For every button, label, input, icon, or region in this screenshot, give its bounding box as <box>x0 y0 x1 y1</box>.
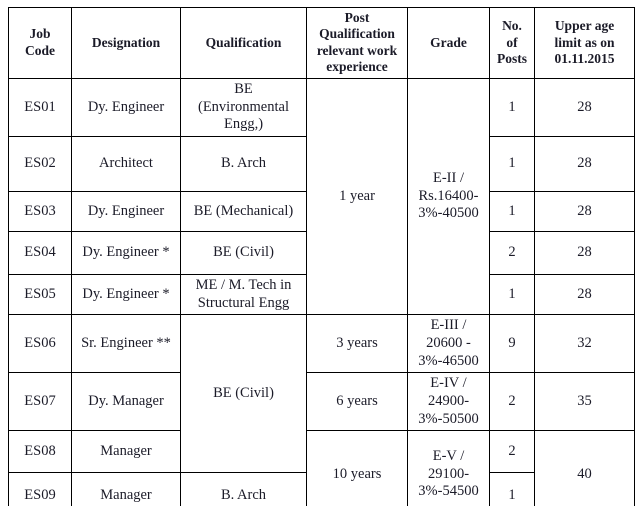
cell-es07-grade: E-IV / 24900- 3%-50500 <box>407 372 490 432</box>
cell-es07-code: ES07 <box>8 372 72 432</box>
cell-es08-es09-experience: 10 years <box>306 430 408 506</box>
cell-es01-es05-experience: 1 year <box>306 77 408 316</box>
cell-es06-posts: 9 <box>489 314 535 374</box>
cell-es01-designation: Dy. Engineer <box>71 77 181 137</box>
cell-es04-code: ES04 <box>8 230 72 275</box>
header-grade: Grade <box>407 7 490 79</box>
cell-es08-code: ES08 <box>8 430 72 474</box>
cell-es08-es09-age: 40 <box>534 430 635 506</box>
header-age-limit: Upper age limit as on 01.11.2015 <box>534 7 635 79</box>
recruitment-vacancies-table: Job Code Designation Qualification Post … <box>8 7 635 506</box>
cell-es03-qualification: BE (Mechanical) <box>180 190 307 232</box>
cell-es03-posts: 1 <box>489 190 535 232</box>
cell-es06-code: ES06 <box>8 314 72 374</box>
header-job-code: Job Code <box>8 7 72 79</box>
header-experience: Post Qualification relevant work experie… <box>306 7 408 79</box>
cell-es03-age: 28 <box>534 190 635 232</box>
cell-es06-grade: E-III / 20600 - 3%-46500 <box>407 314 490 374</box>
table-row: ES08 Manager 10 years E-V / 29100- 3%-54… <box>8 430 635 506</box>
cell-es05-age: 28 <box>534 273 635 316</box>
table-row: ES09 Manager B. Arch 1 <box>8 472 635 506</box>
cell-es09-code: ES09 <box>8 472 72 506</box>
cell-es09-qualification: B. Arch <box>180 472 307 506</box>
table-row: ES02 Architect B. Arch 1 28 <box>8 135 635 192</box>
header-posts: No. of Posts <box>489 7 535 79</box>
cell-es02-designation: Architect <box>71 135 181 192</box>
cell-es07-age: 35 <box>534 372 635 432</box>
cell-es01-qualification: BE (Environmental Engg,) <box>180 77 307 137</box>
cell-es02-qualification: B. Arch <box>180 135 307 192</box>
header-row: Job Code Designation Qualification Post … <box>8 7 635 79</box>
cell-es08-posts: 2 <box>489 430 535 474</box>
cell-es09-designation: Manager <box>71 472 181 506</box>
cell-es04-posts: 2 <box>489 230 535 275</box>
cell-es01-posts: 1 <box>489 77 535 137</box>
cell-es07-posts: 2 <box>489 372 535 432</box>
cell-es06-designation: Sr. Engineer ** <box>71 314 181 374</box>
cell-es01-es05-grade: E-II / Rs.16400- 3%-40500 <box>407 77 490 316</box>
table-row: ES06 Sr. Engineer ** BE (Civil) 3 years … <box>8 314 635 474</box>
cell-es04-designation: Dy. Engineer * <box>71 230 181 275</box>
cell-es01-age: 28 <box>534 77 635 137</box>
cell-es01-code: ES01 <box>8 77 72 137</box>
cell-es05-designation: Dy. Engineer * <box>71 273 181 316</box>
cell-es03-designation: Dy. Engineer <box>71 190 181 232</box>
header-designation: Designation <box>71 7 181 79</box>
table-row: ES07 Dy. Manager 6 years E-IV / 24900- 3… <box>8 372 635 432</box>
cell-es09-posts: 1 <box>489 472 535 506</box>
cell-es06-experience: 3 years <box>306 314 408 374</box>
cell-es02-code: ES02 <box>8 135 72 192</box>
table-row: ES01 Dy. Engineer BE (Environmental Engg… <box>8 77 635 316</box>
cell-es08-designation: Manager <box>71 430 181 474</box>
header-qualification: Qualification <box>180 7 307 79</box>
cell-es07-designation: Dy. Manager <box>71 372 181 432</box>
cell-es05-qualification: ME / M. Tech in Structural Engg <box>180 273 307 316</box>
cell-es03-code: ES03 <box>8 190 72 232</box>
table-row: ES05 Dy. Engineer * ME / M. Tech in Stru… <box>8 273 635 316</box>
cell-es08-es09-grade: E-V / 29100- 3%-54500 <box>407 430 490 506</box>
cell-es04-age: 28 <box>534 230 635 275</box>
cell-es04-qualification: BE (Civil) <box>180 230 307 275</box>
cell-es02-posts: 1 <box>489 135 535 192</box>
cell-es06-age: 32 <box>534 314 635 374</box>
cell-es06-es08-qualification: BE (Civil) <box>180 314 307 474</box>
table-row: ES04 Dy. Engineer * BE (Civil) 2 28 <box>8 230 635 275</box>
cell-es07-experience: 6 years <box>306 372 408 432</box>
cell-es05-code: ES05 <box>8 273 72 316</box>
cell-es05-posts: 1 <box>489 273 535 316</box>
cell-es02-age: 28 <box>534 135 635 192</box>
